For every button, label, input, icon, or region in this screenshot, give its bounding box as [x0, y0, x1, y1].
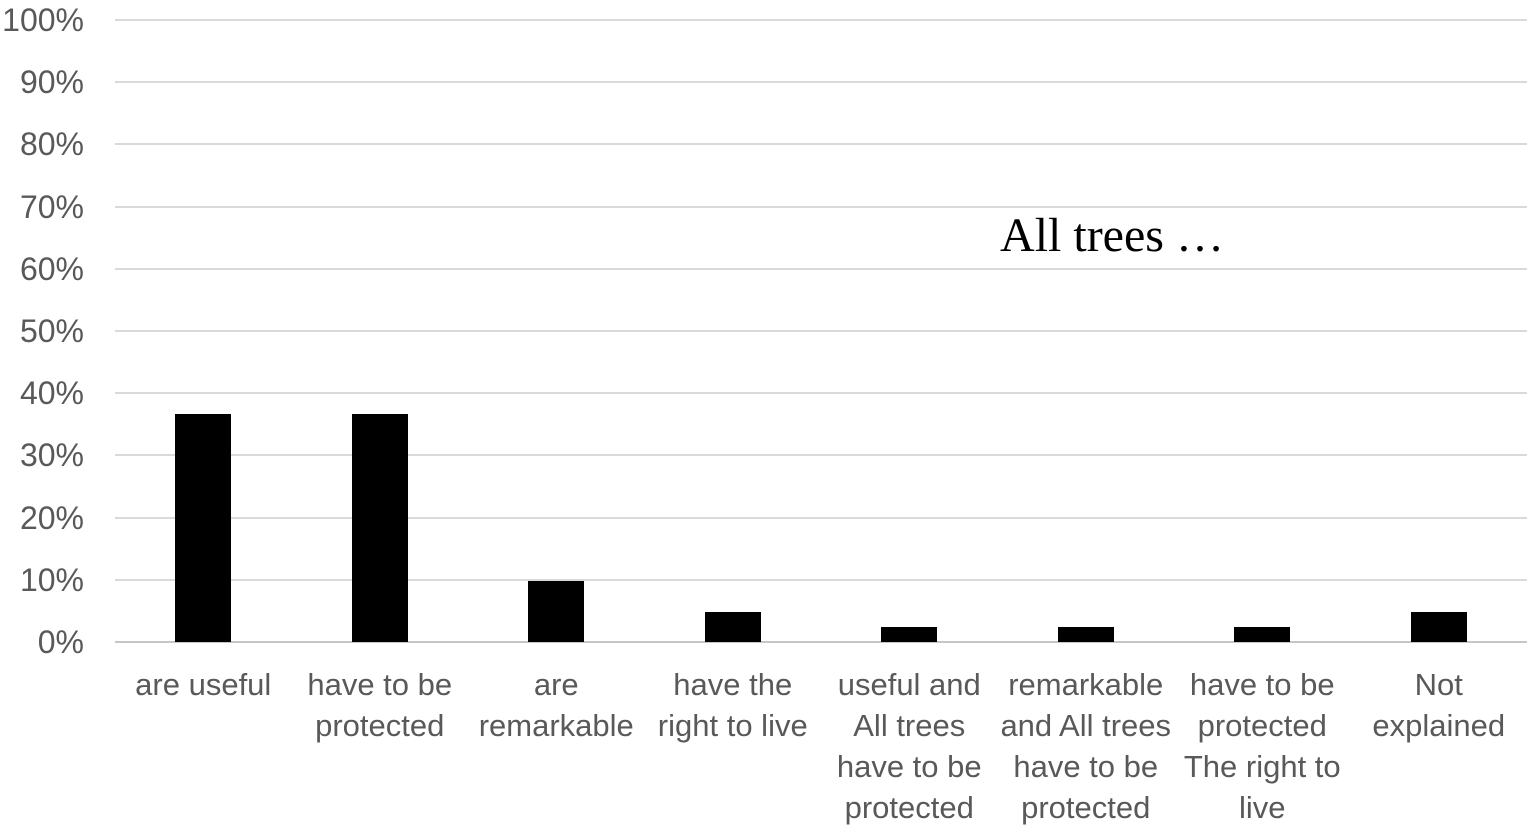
- gridline: [115, 392, 1527, 395]
- y-axis-tick-label: 40%: [19, 375, 84, 412]
- x-axis-category-label: useful and All trees have to be protecte…: [836, 667, 982, 825]
- bar: [704, 611, 761, 642]
- y-axis-tick-label: 20%: [19, 499, 84, 536]
- x-axis-category-label: are remarkable: [478, 667, 634, 743]
- bar: [881, 627, 938, 642]
- gridline: [115, 205, 1527, 208]
- x-axis-category-label: have the right to live: [657, 667, 808, 743]
- y-axis-tick-label: 50%: [19, 313, 84, 349]
- x-axis-category-label: remarkable and All trees have to be prot…: [1000, 667, 1172, 825]
- x-axis-category-label: are useful: [135, 667, 272, 702]
- bar: [1410, 611, 1467, 642]
- y-axis-tick-label: 70%: [19, 188, 84, 225]
- bar: [1057, 627, 1114, 642]
- x-axis-category-label: have to be protected The right to live: [1183, 667, 1341, 825]
- y-axis-tick-label: 0%: [37, 624, 84, 660]
- x-axis-category-label: have to be protected: [307, 667, 453, 743]
- gridline: [115, 81, 1527, 84]
- chart-title: All trees …: [1000, 209, 1224, 262]
- bar: [1234, 627, 1291, 642]
- y-axis-tick-label: 80%: [19, 126, 84, 163]
- y-axis-tick-label: 10%: [19, 561, 84, 598]
- bar: [175, 414, 232, 642]
- y-axis-tick-label: 30%: [19, 437, 84, 474]
- y-axis-tick-label: 100%: [2, 2, 84, 38]
- bar: [528, 581, 585, 642]
- x-axis-line: [115, 641, 1527, 643]
- bar: [351, 414, 408, 642]
- y-axis-tick-label: 90%: [19, 64, 84, 101]
- gridline: [115, 143, 1527, 146]
- gridline: [115, 516, 1527, 519]
- gridline: [115, 267, 1527, 270]
- gridline: [115, 330, 1527, 332]
- gridline: [115, 578, 1527, 581]
- gridline: [115, 19, 1527, 21]
- x-axis-category-label: Not explained: [1372, 667, 1506, 743]
- y-axis-tick-label: 60%: [19, 250, 84, 287]
- gridline: [115, 454, 1527, 457]
